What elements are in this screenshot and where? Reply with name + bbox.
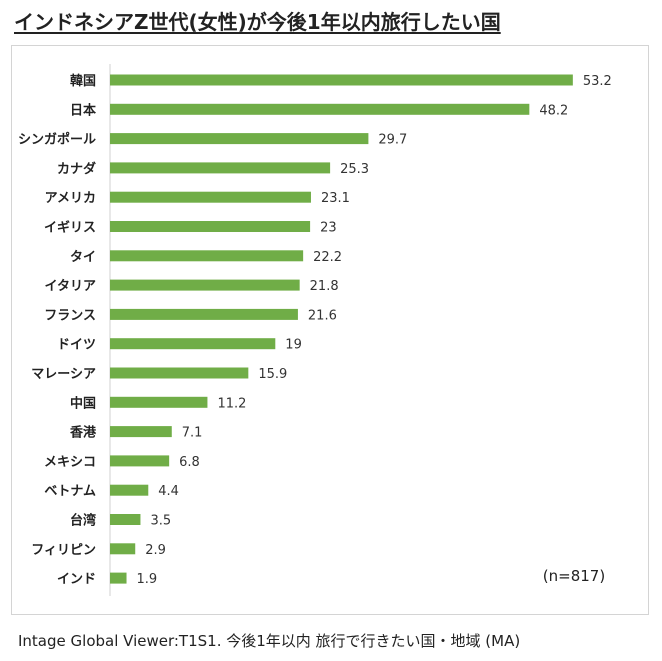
bar-7 [110, 279, 300, 291]
chart-title: インドネシアZ世代(女性)が今後1年以内旅行したい国 [14, 10, 501, 34]
category-label-1: 日本 [70, 102, 96, 118]
value-label-13: 6.8 [179, 455, 200, 470]
bar-15 [110, 514, 141, 525]
category-label-6: タイ [70, 250, 96, 265]
bar-17 [110, 572, 127, 584]
value-label-17: 1.9 [137, 572, 158, 587]
value-label-4: 23.1 [321, 191, 350, 206]
category-label-7: イタリア [45, 279, 96, 294]
value-label-15: 3.5 [150, 514, 171, 529]
category-label-14: ベトナム [44, 484, 96, 499]
value-label-9: 19 [285, 338, 302, 353]
value-label-0: 53.2 [583, 74, 612, 89]
category-label-4: アメリカ [45, 191, 96, 206]
value-label-12: 7.1 [182, 426, 203, 441]
bar-14 [110, 484, 149, 496]
bar-8 [110, 308, 298, 320]
value-label-10: 15.9 [258, 367, 287, 382]
value-label-16: 2.9 [145, 543, 166, 558]
bar-5 [110, 221, 311, 232]
bar-0 [110, 74, 573, 86]
sample-size-note: (n=817) [543, 567, 605, 585]
source-footer: Intage Global Viewer:T1S1. 今後1年以内 旅行で行きた… [18, 632, 521, 650]
bar-1 [110, 103, 530, 115]
value-label-2: 29.7 [378, 133, 407, 148]
bar-11 [110, 396, 208, 408]
category-label-16: フィリピン [31, 543, 96, 558]
bar-4 [110, 191, 311, 203]
category-label-3: カナダ [57, 161, 96, 177]
value-label-14: 4.4 [158, 484, 179, 499]
category-label-5: イギリス [44, 220, 96, 236]
bar-3 [110, 162, 331, 174]
value-label-3: 25.3 [340, 162, 369, 177]
category-label-17: インド [57, 572, 96, 587]
bar-16 [110, 543, 136, 555]
category-label-10: マレーシア [31, 367, 96, 382]
bar-6 [110, 250, 304, 262]
bar-10 [110, 367, 249, 379]
category-label-2: シンガポール [18, 132, 96, 148]
category-label-15: 台湾 [70, 513, 96, 529]
category-label-8: フランス [44, 308, 96, 323]
category-label-0: 韓国 [70, 73, 96, 89]
category-label-13: メキシコ [44, 455, 96, 470]
bar-12 [110, 426, 172, 438]
category-label-12: 香港 [69, 425, 97, 441]
value-label-8: 21.6 [308, 308, 337, 323]
category-label-11: 中国 [70, 395, 96, 411]
category-label-9: ドイツ [57, 338, 96, 353]
bar-9 [110, 338, 276, 350]
value-label-11: 11.2 [217, 396, 246, 411]
value-label-5: 23 [320, 221, 337, 236]
bar-2 [110, 133, 369, 145]
value-label-7: 21.8 [310, 279, 339, 294]
value-label-1: 48.2 [539, 103, 568, 118]
value-label-6: 22.2 [313, 250, 342, 265]
bar-13 [110, 455, 170, 467]
